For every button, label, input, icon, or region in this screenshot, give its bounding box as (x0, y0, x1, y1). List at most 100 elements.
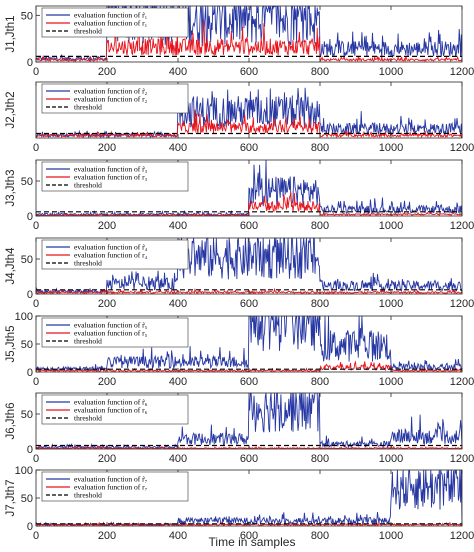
y-axis-label: J2,Jth2 (5, 91, 17, 128)
subplot-2: 0 200 400 600 800 1000 1200 J2,Jth2 evaluation f… (5, 81, 474, 154)
x-tick-label: 600 (240, 376, 258, 388)
legend-entry: evaluation function of r₇ (74, 483, 148, 492)
subplot-4: 0 200 400 600 800 1000 1200 0 50 J4,Jth4 evaluatio… (5, 237, 474, 310)
y-axis-label: J1,Jth1 (5, 15, 17, 52)
x-tick-label: 400 (169, 376, 187, 388)
x-tick-label: 600 (240, 530, 258, 542)
subplot-5: 0 200 400 600 800 1000 1200 0 50 100 J5,Jth5 evalua… (5, 311, 474, 388)
y-tick-label: 0 (27, 367, 33, 379)
x-tick-label: 200 (98, 376, 116, 388)
y-tick-label: 50 (21, 176, 33, 188)
legend-entry: threshold (74, 181, 102, 190)
x-tick-label: 600 (240, 453, 258, 465)
x-tick-label: 1200 (450, 220, 474, 232)
x-tick-label: 800 (311, 298, 329, 310)
x-tick-label: 600 (240, 142, 258, 154)
x-tick-label: 0 (33, 220, 39, 232)
y-tick-label: 0 (27, 521, 33, 533)
x-tick-label: 1000 (379, 66, 403, 78)
x-tick-label: 0 (33, 376, 39, 388)
x-tick-label: 1200 (450, 142, 474, 154)
legend-entry: threshold (74, 337, 102, 346)
y-tick-label: 0 (27, 289, 33, 301)
x-tick-label: 1000 (379, 220, 403, 232)
y-axis-label: J4,Jth4 (5, 247, 17, 285)
y-tick-label: 50 (21, 493, 33, 505)
x-tick-label: 800 (311, 376, 329, 388)
series-rtilde-line (36, 87, 462, 138)
x-tick-label: 600 (240, 298, 258, 310)
legend-entry: evaluation function of r̃₁ (74, 11, 148, 20)
subplot-1: 0 200 400 600 800 1000 1200 0 50 J1,Jth1 evaluatio… (5, 5, 474, 78)
legend-entry: evaluation function of r₁ (74, 19, 148, 28)
x-tick-label: 400 (169, 142, 187, 154)
x-tick-label: 800 (311, 142, 329, 154)
legend-entry: evaluation function of r̃₃ (74, 165, 148, 174)
subplot-3: 0 200 400 600 800 1000 1200 0 50 J3,Jth3 evaluatio… (5, 159, 474, 232)
legend-entry: evaluation function of r̃₅ (74, 321, 148, 330)
legend-entry: evaluation function of r̃₄ (74, 243, 148, 252)
y-tick-label: 0 (27, 211, 33, 223)
legend-entry: threshold (74, 103, 102, 112)
y-axis-label: J7,Jth7 (5, 479, 17, 516)
x-tick-label: 600 (240, 66, 258, 78)
y-tick-label: 100 (15, 465, 33, 477)
x-tick-label: 200 (98, 142, 116, 154)
x-tick-label: 800 (311, 220, 329, 232)
x-tick-label: 0 (33, 142, 39, 154)
x-tick-label: 1200 (450, 453, 474, 465)
subplot-7: 0 200 400 600 800 1000 1200 0 50 100 J7,Jth7 evalua… (5, 465, 474, 542)
y-tick-label: 100 (15, 311, 33, 323)
y-axis-label: J5,Jth5 (5, 325, 17, 362)
legend-entry: threshold (74, 491, 102, 500)
x-axis-label: Time in samples (209, 535, 296, 549)
x-tick-label: 800 (311, 66, 329, 78)
legend-entry: evaluation function of r₅ (74, 329, 148, 338)
subplot-6: 0 200 400 600 800 1000 1200 0 50 J6,Jth6 evaluatio… (5, 392, 474, 465)
legend-entry: evaluation function of r₂ (74, 95, 148, 104)
series-rtilde-line (36, 238, 462, 294)
x-tick-label: 1000 (379, 453, 403, 465)
legend-entry: threshold (74, 414, 102, 423)
y-axis-label: J6,Jth6 (5, 402, 17, 439)
x-tick-label: 1000 (379, 298, 403, 310)
x-tick-label: 0 (33, 453, 39, 465)
x-tick-label: 400 (169, 453, 187, 465)
y-tick-label: 50 (21, 339, 33, 351)
y-tick-label: 50 (21, 10, 33, 22)
x-tick-label: 0 (33, 298, 39, 310)
legend-entry: evaluation function of r̃₂ (74, 87, 148, 96)
x-tick-label: 1200 (450, 376, 474, 388)
y-tick-label: 50 (21, 254, 33, 266)
x-tick-label: 800 (311, 530, 329, 542)
x-tick-label: 200 (98, 530, 116, 542)
x-tick-label: 0 (33, 530, 39, 542)
legend-entry: threshold (74, 27, 102, 36)
x-tick-label: 200 (98, 66, 116, 78)
x-tick-label: 400 (169, 66, 187, 78)
legend-entry: evaluation function of r₄ (74, 251, 148, 260)
x-tick-label: 400 (169, 220, 187, 232)
legend-entry: threshold (74, 259, 102, 268)
x-tick-label: 1200 (450, 66, 474, 78)
x-tick-label: 400 (169, 530, 187, 542)
x-tick-label: 400 (169, 298, 187, 310)
x-tick-label: 200 (98, 220, 116, 232)
x-tick-label: 1000 (379, 530, 403, 542)
x-tick-label: 200 (98, 453, 116, 465)
legend-entry: evaluation function of r₆ (74, 406, 148, 415)
x-tick-label: 0 (33, 66, 39, 78)
subplot-stack: 0 200 400 600 800 1000 1200050J1,Jth1evaluatio… (5, 5, 474, 542)
y-tick-label: 50 (21, 409, 33, 421)
legend-entry: evaluation function of r₃ (74, 173, 148, 182)
y-axis-label: J3,Jth3 (5, 169, 17, 206)
y-tick-label: 0 (27, 57, 33, 69)
legend-entry: evaluation function of r̃₆ (74, 398, 148, 407)
